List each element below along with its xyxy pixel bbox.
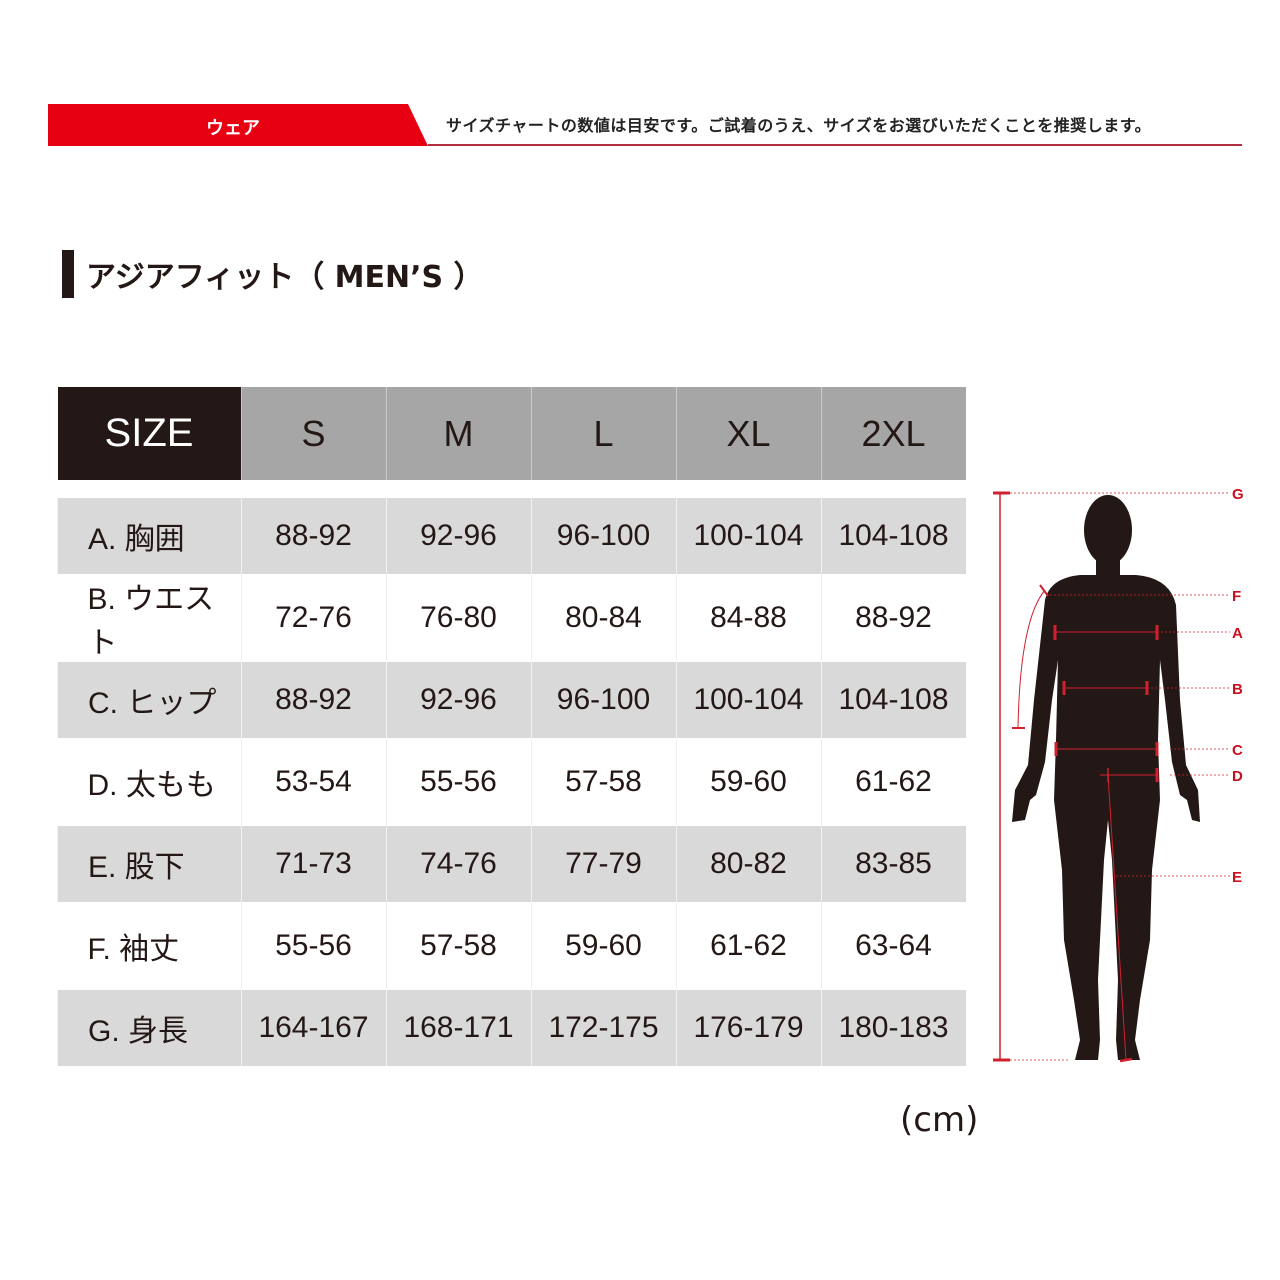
marker-c: C — [1232, 742, 1243, 759]
category-label: ウェア — [206, 118, 260, 139]
header-rule — [428, 144, 1242, 146]
row-label: D. 太もも — [87, 769, 216, 802]
size-col-xl: XL — [675, 387, 821, 480]
marker-g: G — [1232, 486, 1244, 503]
marker-b: B — [1232, 681, 1243, 698]
category-banner: ウェア — [48, 104, 428, 146]
size-value: 88-92 — [820, 574, 966, 662]
size-value: 164-167 — [240, 990, 386, 1066]
row-label: B. ウエスト — [87, 583, 215, 660]
table-row: D. 太もも 53-54 55-56 57-58 59-60 61-62 — [58, 738, 966, 826]
size-value: 180-183 — [820, 990, 966, 1066]
size-value: 176-179 — [675, 990, 821, 1066]
row-label: G. 身長 — [57, 990, 241, 1066]
size-value: 104-108 — [820, 662, 966, 738]
table-row: F. 袖丈 55-56 57-58 59-60 61-62 63-64 — [58, 902, 966, 990]
size-value: 100-104 — [675, 498, 821, 574]
body-silhouette — [1012, 495, 1200, 1060]
size-value: 59-60 — [675, 738, 821, 826]
row-label: C. ヒップ — [57, 662, 241, 738]
size-value: 71-73 — [240, 826, 386, 902]
size-value: 72-76 — [240, 574, 386, 662]
table-row: B. ウエスト 72-76 76-80 80-84 84-88 88-92 — [58, 574, 966, 662]
size-value: 80-82 — [675, 826, 821, 902]
size-value: 104-108 — [820, 498, 966, 574]
size-value: 77-79 — [530, 826, 676, 902]
size-value: 61-62 — [675, 902, 821, 990]
marker-d: D — [1232, 768, 1243, 785]
size-value: 100-104 — [675, 662, 821, 738]
unit-label: (cm) — [900, 1100, 979, 1140]
marker-f: F — [1232, 588, 1241, 605]
table-row: C. ヒップ 88-92 92-96 96-100 100-104 104-108 — [57, 662, 966, 738]
size-value: 92-96 — [385, 662, 531, 738]
size-value: 61-62 — [820, 738, 966, 826]
size-value: 59-60 — [530, 902, 676, 990]
size-value: 168-171 — [385, 990, 531, 1066]
size-notice: サイズチャートの数値は目安です。ご試着のうえ、サイズをお選びいただくことを推奨し… — [446, 116, 1152, 135]
size-value: 80-84 — [530, 574, 676, 662]
size-value: 57-58 — [530, 738, 676, 826]
section-title: アジアフィット（ MEN’S ） — [86, 260, 484, 295]
size-col-s: S — [240, 387, 386, 480]
size-value: 92-96 — [385, 498, 531, 574]
size-value: 57-58 — [385, 902, 531, 990]
table-row: A. 胸囲 88-92 92-96 96-100 100-104 104-108 — [57, 498, 966, 574]
table-header-row: SIZE S M L XL 2XL — [57, 387, 966, 480]
size-value: 88-92 — [240, 498, 386, 574]
size-value: 55-56 — [385, 738, 531, 826]
size-value: 76-80 — [385, 574, 531, 662]
size-value: 172-175 — [530, 990, 676, 1066]
size-value: 83-85 — [820, 826, 966, 902]
size-value: 96-100 — [530, 498, 676, 574]
body-measurement-figure: G F A B C D E — [993, 486, 1244, 1063]
table-row: G. 身長 164-167 168-171 172-175 176-179 180-183 — [57, 990, 966, 1066]
size-col-2xl: 2XL — [820, 387, 966, 480]
size-value: 63-64 — [820, 902, 966, 990]
size-value: 88-92 — [240, 662, 386, 738]
size-value: 74-76 — [385, 826, 531, 902]
size-value: 53-54 — [240, 738, 386, 826]
row-label: F. 袖丈 — [87, 933, 180, 966]
size-header: SIZE — [57, 387, 241, 480]
marker-e: E — [1232, 869, 1242, 886]
marker-a: A — [1232, 625, 1243, 642]
table-row: E. 股下 71-73 74-76 77-79 80-82 83-85 — [57, 826, 966, 902]
size-value: 55-56 — [240, 902, 386, 990]
size-value: 84-88 — [675, 574, 821, 662]
title-marker — [62, 250, 74, 298]
measurement-lines — [993, 491, 1230, 1063]
size-table: SIZE S M L XL 2XL A. 胸囲 88-92 92-96 96-100 1… — [57, 387, 966, 1066]
size-value: 96-100 — [530, 662, 676, 738]
row-label: A. 胸囲 — [57, 498, 241, 574]
row-label: E. 股下 — [57, 826, 241, 902]
size-col-m: M — [385, 387, 531, 480]
size-col-l: L — [530, 387, 676, 480]
